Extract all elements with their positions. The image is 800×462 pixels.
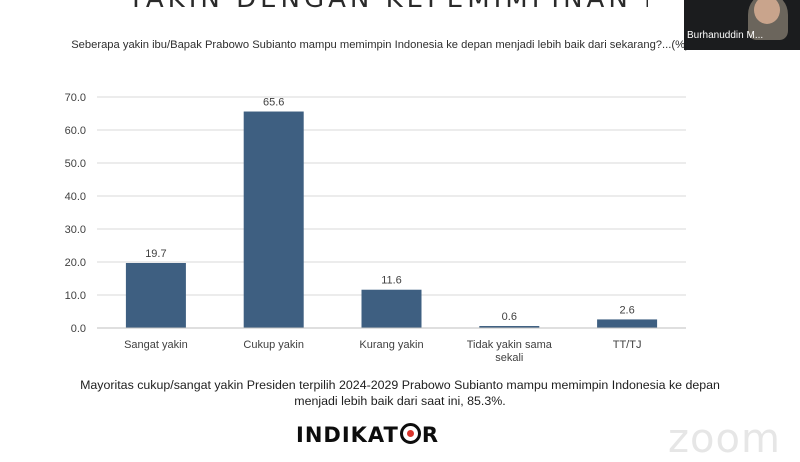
logo-text-end: R xyxy=(421,423,440,447)
logo-text: INDIKAT xyxy=(296,423,399,447)
data-label: 19.7 xyxy=(145,248,166,260)
bar xyxy=(243,111,304,329)
y-tick-label: 60.0 xyxy=(65,125,86,137)
data-label: 2.6 xyxy=(619,304,634,316)
y-tick-label: 20.0 xyxy=(65,257,86,269)
bar xyxy=(361,289,422,328)
data-label: 0.6 xyxy=(502,311,517,323)
y-tick-label: 30.0 xyxy=(65,224,86,236)
participant-name: Burhanuddin M... xyxy=(687,30,764,41)
bar xyxy=(125,262,186,328)
summary-line-2: menjadi lebih baik dari saat ini, 85.3%. xyxy=(294,394,506,408)
chart-question: Seberapa yakin ibu/Bapak Prabowo Subiant… xyxy=(71,39,689,51)
summary-line-1: Mayoritas cukup/sangat yakin Presiden te… xyxy=(80,378,720,392)
participant-face xyxy=(754,0,780,24)
x-category-label: Sangat yakin xyxy=(124,339,188,351)
x-category-label: Tidak yakin sama sekali xyxy=(467,339,553,364)
x-category-label: Cukup yakin xyxy=(243,339,304,351)
y-tick-label: 40.0 xyxy=(65,191,86,203)
logo-o-mark xyxy=(399,423,421,444)
y-tick-label: 70.0 xyxy=(65,92,86,104)
x-category-label: TT/TJ xyxy=(613,339,642,351)
x-category-label: Kurang yakin xyxy=(359,339,423,351)
bar xyxy=(597,319,658,328)
summary-text: Mayoritas cukup/sangat yakin Presiden te… xyxy=(0,377,800,409)
slide-title: YAKIN DENGAN KEPEMIMPINAN PRABOWO? xyxy=(128,0,648,8)
bar xyxy=(479,326,540,328)
participant-video-tile[interactable]: Burhanuddin M... xyxy=(684,0,800,50)
indikator-logo: INDIKAT R xyxy=(296,421,439,447)
data-label: 65.6 xyxy=(263,97,284,109)
y-tick-label: 50.0 xyxy=(65,158,86,170)
bar-chart: 0.0 10.0 20.0 30.0 40.0 50.0 60.0 70.0 19.7 Sanga… xyxy=(65,92,686,364)
data-label: 11.6 xyxy=(381,275,402,287)
zoom-watermark: zoom xyxy=(668,416,781,462)
y-tick-label: 0.0 xyxy=(71,323,86,335)
y-tick-label: 10.0 xyxy=(65,290,86,302)
